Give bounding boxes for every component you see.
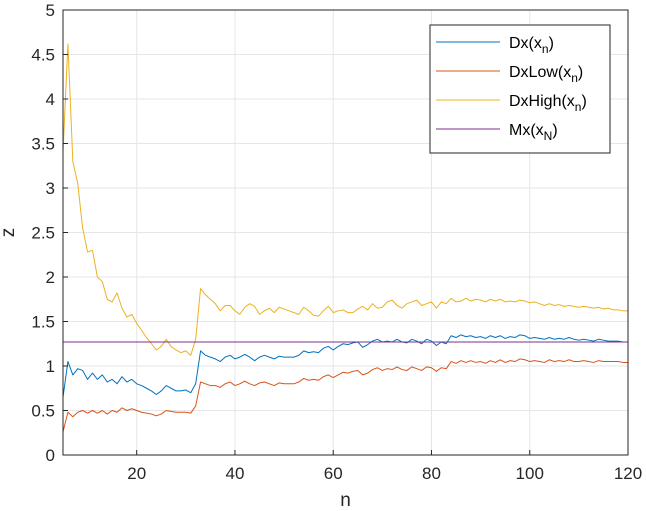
y-tick-label: 4.5 xyxy=(31,46,55,65)
legend-entry-close: ) xyxy=(578,64,583,81)
x-tick-label: 40 xyxy=(225,464,244,483)
y-axis-ticks: 0 0.5 1 1.5 2 2.5 3 3.5 4 4.5 5 xyxy=(31,1,68,465)
legend-entry: DxLow(xn) xyxy=(509,64,583,85)
y-tick-label: 2.5 xyxy=(31,224,55,243)
y-tick-label: 4 xyxy=(46,90,55,109)
legend-entry-label: DxLow(x xyxy=(509,64,571,81)
y-axis-label: z xyxy=(0,228,19,238)
series-lines xyxy=(62,43,628,432)
legend-entry: Dx(xn) xyxy=(509,35,554,56)
y-tick-label: 0.5 xyxy=(31,402,55,421)
y-tick-label: 0 xyxy=(46,446,55,465)
x-tick-label: 100 xyxy=(516,464,544,483)
legend-entry-label: Dx(x xyxy=(509,35,542,52)
legend-entry: Mx(xN) xyxy=(509,122,558,143)
legend-entry-subscript: n xyxy=(542,42,549,56)
y-tick-label: 1.5 xyxy=(31,313,55,332)
legend-entry-label: DxHigh(x xyxy=(509,93,575,110)
series-line-dxlowx xyxy=(62,358,628,432)
legend-entry-subscript: n xyxy=(571,71,578,85)
y-tick-label: 2 xyxy=(46,268,55,287)
legend-entry: DxHigh(xn) xyxy=(509,93,587,114)
legend-box xyxy=(429,24,611,154)
legend-entry-close: ) xyxy=(581,93,586,110)
x-axis-ticks: 20 40 60 80 100 120 xyxy=(127,450,642,483)
x-axis-label: n xyxy=(340,490,351,511)
legend-entry-close: ) xyxy=(549,35,554,52)
y-tick-label: 3 xyxy=(46,179,55,198)
series-line-dxhighx xyxy=(62,43,628,356)
x-tick-label: 120 xyxy=(614,464,642,483)
x-tick-label: 20 xyxy=(127,464,146,483)
series-line-dxx xyxy=(62,334,628,398)
y-tick-label: 3.5 xyxy=(31,135,55,154)
legend-entry-label: Mx(x xyxy=(509,122,544,139)
legend-entry-subscript: N xyxy=(544,129,553,143)
x-tick-label: 80 xyxy=(422,464,441,483)
legend-entry-subscript: n xyxy=(575,100,582,114)
legend-entry-close: ) xyxy=(552,122,557,139)
y-tick-label: 1 xyxy=(46,357,55,376)
legend: Dx(xn)DxLow(xn)DxHigh(xn)Mx(xN) xyxy=(429,24,611,154)
x-tick-label: 60 xyxy=(324,464,343,483)
y-tick-label: 5 xyxy=(46,1,55,20)
